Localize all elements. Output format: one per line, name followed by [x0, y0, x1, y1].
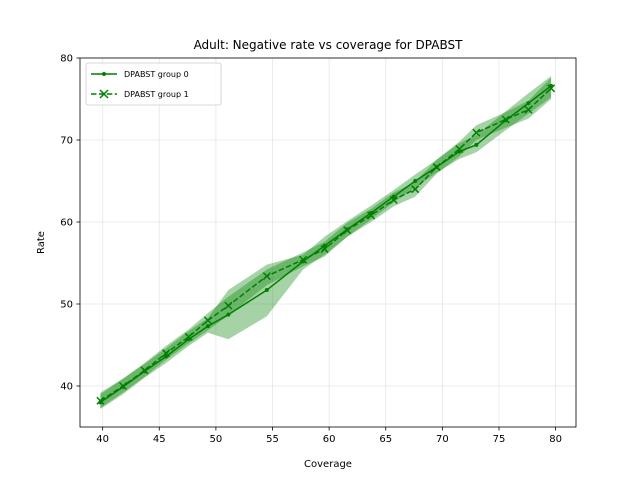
data-point-group-0 — [391, 194, 396, 199]
data-point-group-1 — [411, 185, 420, 194]
data-point-group-1 — [432, 163, 441, 172]
data-point-group-0 — [226, 312, 231, 317]
marker-layer — [96, 83, 556, 405]
data-point-group-1 — [162, 349, 171, 358]
x-axis-label: Coverage — [304, 459, 352, 470]
data-point-group-0 — [413, 179, 418, 183]
data-point-group-1 — [389, 195, 398, 204]
data-point-group-1 — [140, 366, 149, 375]
data-point-group-1 — [367, 211, 376, 220]
legend-marker-group-0 — [102, 72, 106, 76]
data-point-group-0 — [264, 288, 269, 293]
y-ticks: 40 50 60 70 80 — [60, 54, 80, 393]
data-point-group-1 — [472, 128, 481, 137]
data-point-group-1 — [524, 105, 533, 114]
data-point-group-0 — [164, 354, 169, 359]
legend-label-group-1: DPABST group 1 — [124, 90, 189, 99]
legend: DPABST group 0 DPABST group 1 — [85, 62, 222, 106]
plot-frame — [79, 57, 577, 428]
data-point-group-1 — [224, 301, 233, 310]
data-point-group-0 — [526, 101, 531, 106]
x-tick-label: 40 — [96, 434, 109, 445]
y-tick-label: 80 — [60, 54, 73, 65]
data-point-group-1 — [299, 255, 308, 264]
x-tick-label: 70 — [436, 434, 449, 445]
y-axis-label: Rate — [36, 231, 47, 254]
x-tick-label: 75 — [493, 434, 506, 445]
y-tick-label: 40 — [60, 382, 73, 393]
data-point-group-1 — [262, 272, 271, 281]
x-tick-label: 45 — [153, 434, 166, 445]
legend-box — [85, 62, 222, 106]
x-tick-label: 55 — [266, 434, 279, 445]
data-point-group-0 — [322, 243, 327, 248]
confidence-band-group-1 — [100, 77, 552, 409]
data-point-group-1 — [184, 332, 193, 341]
data-point-group-1 — [455, 144, 464, 154]
data-point-group-1 — [320, 245, 329, 254]
x-tick-label: 50 — [210, 434, 223, 445]
band-layer — [100, 76, 552, 409]
data-point-group-0 — [205, 324, 210, 329]
x-tick-label: 65 — [379, 434, 392, 445]
data-point-group-1 — [343, 226, 352, 235]
data-point-group-1 — [547, 84, 556, 93]
data-point-group-0 — [474, 142, 479, 147]
y-tick-label: 60 — [60, 218, 73, 229]
series-line-group-0 — [99, 85, 552, 404]
x-tick-label: 60 — [323, 434, 336, 445]
legend-marker-group-1 — [99, 89, 109, 99]
data-point-group-1 — [119, 381, 128, 391]
confidence-band-group-0 — [100, 76, 552, 409]
chart-title: Adult: Negative rate vs coverage for DPA… — [194, 38, 464, 52]
y-tick-label: 50 — [60, 300, 73, 311]
data-point-group-1 — [203, 316, 212, 325]
data-point-group-1 — [96, 396, 105, 405]
legend-label-group-0: DPABST group 0 — [124, 70, 189, 79]
data-point-group-1 — [501, 115, 510, 124]
y-tick-label: 70 — [60, 136, 73, 147]
x-ticks: 40 45 50 55 60 65 70 75 80 — [96, 427, 562, 445]
x-tick-label: 80 — [549, 434, 562, 445]
